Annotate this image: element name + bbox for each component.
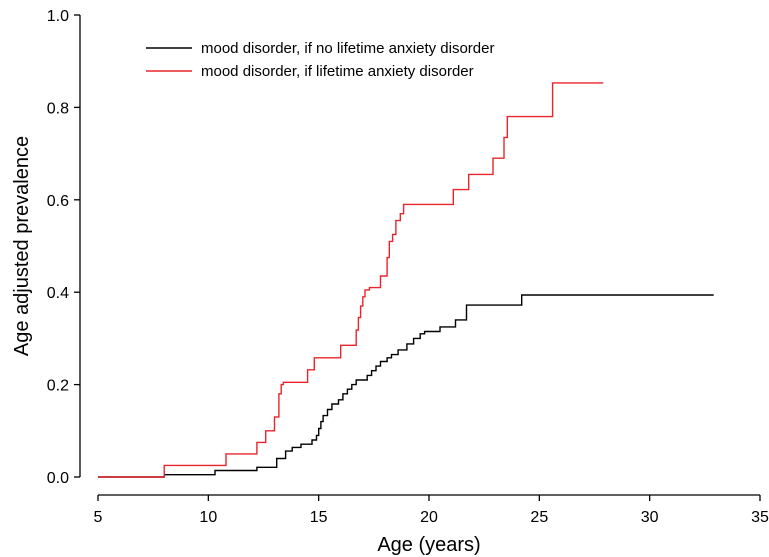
y-tick-label: 1.0 — [47, 8, 69, 25]
legend: mood disorder, if no lifetime anxiety di… — [146, 40, 494, 80]
y-axis-title: Age adjusted prevalence — [11, 136, 33, 356]
y-tick-label: 0.0 — [47, 470, 69, 487]
x-tick-label: 35 — [751, 509, 769, 526]
x-tick-label: 30 — [641, 509, 659, 526]
x-tick-label: 5 — [94, 509, 103, 526]
x-tick-label: 15 — [310, 509, 328, 526]
axes: 0.0 0.2 0.4 0.6 0.8 1.0 5 10 15 20 25 30 35 — [47, 8, 769, 526]
x-tick-label: 20 — [420, 509, 438, 526]
y-tick-label: 0.8 — [47, 100, 69, 117]
y-tick-label: 0.4 — [47, 285, 69, 302]
x-tick-label: 25 — [530, 509, 548, 526]
legend-label-2: mood disorder, if lifetime anxiety disor… — [201, 63, 474, 80]
y-tick-label: 0.6 — [47, 193, 69, 210]
series-layer — [98, 82, 714, 478]
legend-label-1: mood disorder, if no lifetime anxiety di… — [201, 40, 494, 57]
x-axis-title: Age (years) — [377, 534, 480, 556]
series-line-2 — [98, 82, 604, 478]
y-tick-label: 0.2 — [47, 378, 69, 395]
series-line-1 — [98, 294, 714, 478]
x-tick-label: 10 — [199, 509, 217, 526]
